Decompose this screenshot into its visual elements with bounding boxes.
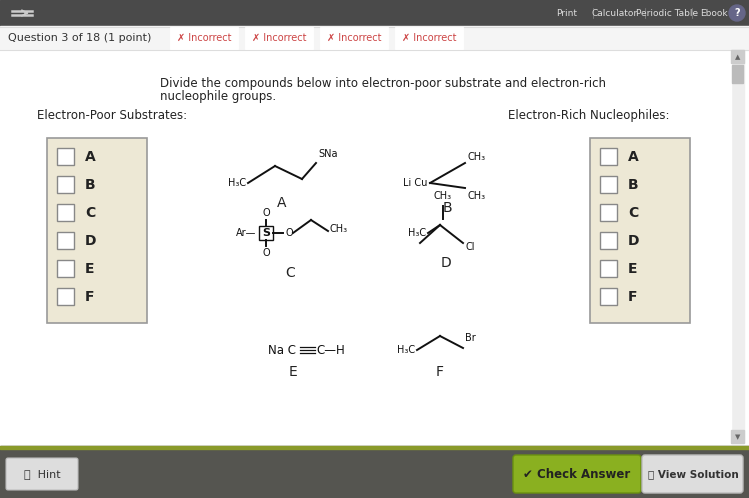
Bar bbox=[320, 27, 388, 49]
Text: ?: ? bbox=[734, 8, 740, 18]
Bar bbox=[732, 65, 743, 83]
Text: Electron-Poor Substrates:: Electron-Poor Substrates: bbox=[37, 109, 187, 122]
Text: A: A bbox=[85, 150, 96, 164]
Text: ✗ Incorrect: ✗ Incorrect bbox=[327, 33, 381, 43]
Text: E: E bbox=[85, 262, 94, 276]
Text: C—H: C—H bbox=[316, 344, 345, 357]
Bar bbox=[57, 148, 74, 165]
Text: D: D bbox=[440, 256, 452, 270]
Bar bbox=[57, 232, 74, 249]
Bar bbox=[600, 232, 617, 249]
Text: B: B bbox=[628, 178, 639, 192]
Bar bbox=[0, 446, 749, 498]
Text: SNa: SNa bbox=[318, 149, 338, 159]
Text: O: O bbox=[285, 228, 293, 238]
Text: A: A bbox=[277, 196, 287, 210]
Text: Calculator: Calculator bbox=[592, 8, 638, 17]
Text: 💡 View Solution: 💡 View Solution bbox=[648, 469, 739, 479]
Text: Periodic Table: Periodic Table bbox=[636, 8, 698, 17]
Text: Print: Print bbox=[557, 8, 577, 17]
Text: C: C bbox=[628, 206, 638, 220]
Text: ▼: ▼ bbox=[735, 434, 740, 440]
Text: A: A bbox=[628, 150, 639, 164]
Bar bbox=[395, 27, 463, 49]
Text: O: O bbox=[262, 248, 270, 258]
Text: CH₃: CH₃ bbox=[467, 191, 485, 201]
Bar bbox=[600, 204, 617, 221]
FancyBboxPatch shape bbox=[6, 458, 78, 490]
Text: F: F bbox=[436, 365, 444, 379]
Text: Br: Br bbox=[465, 333, 476, 343]
Bar bbox=[259, 226, 273, 240]
FancyBboxPatch shape bbox=[642, 455, 743, 493]
Text: ▲: ▲ bbox=[735, 54, 740, 60]
Bar bbox=[57, 176, 74, 193]
Bar bbox=[0, 50, 731, 443]
Text: B: B bbox=[85, 178, 96, 192]
Text: Cl: Cl bbox=[465, 242, 475, 252]
Text: Ebook: Ebook bbox=[700, 8, 728, 17]
Text: ✔ Check Answer: ✔ Check Answer bbox=[524, 468, 631, 481]
Bar bbox=[245, 27, 313, 49]
Bar bbox=[0, 446, 749, 449]
Bar bbox=[0, 0, 749, 26]
Text: Divide the compounds below into electron-poor substrate and electron-rich: Divide the compounds below into electron… bbox=[160, 77, 606, 90]
FancyBboxPatch shape bbox=[513, 455, 641, 493]
Text: D: D bbox=[628, 234, 640, 248]
Text: C: C bbox=[285, 266, 295, 280]
Text: O: O bbox=[262, 208, 270, 218]
Text: ✗ Incorrect: ✗ Incorrect bbox=[177, 33, 231, 43]
Text: H₃C: H₃C bbox=[228, 178, 246, 188]
Text: F: F bbox=[85, 290, 94, 304]
Bar bbox=[731, 430, 744, 443]
Bar bbox=[57, 260, 74, 277]
Bar bbox=[600, 260, 617, 277]
Text: Na C: Na C bbox=[268, 344, 296, 357]
Bar bbox=[731, 50, 744, 443]
Text: H₃C: H₃C bbox=[397, 345, 415, 355]
Text: Li Cu: Li Cu bbox=[403, 178, 427, 188]
Text: H₃C: H₃C bbox=[408, 228, 426, 238]
Text: C: C bbox=[85, 206, 95, 220]
Bar bbox=[57, 204, 74, 221]
Text: ⓘ  Hint: ⓘ Hint bbox=[24, 469, 61, 479]
Text: Question 3 of 18 (1 point): Question 3 of 18 (1 point) bbox=[8, 33, 151, 43]
Text: D: D bbox=[85, 234, 97, 248]
Text: F: F bbox=[628, 290, 637, 304]
Text: B: B bbox=[442, 201, 452, 215]
Bar bbox=[57, 288, 74, 305]
Bar bbox=[731, 50, 744, 63]
Text: nucleophile groups.: nucleophile groups. bbox=[160, 90, 276, 103]
Text: ✗ Incorrect: ✗ Incorrect bbox=[252, 33, 306, 43]
Text: CH₃: CH₃ bbox=[434, 191, 452, 201]
Text: E: E bbox=[288, 365, 297, 379]
Bar bbox=[0, 26, 749, 50]
Text: E: E bbox=[628, 262, 637, 276]
Bar bbox=[600, 176, 617, 193]
Bar bbox=[47, 138, 147, 323]
Text: CH₃: CH₃ bbox=[467, 152, 485, 162]
Text: Ar—: Ar— bbox=[236, 228, 256, 238]
Bar bbox=[590, 138, 690, 323]
Text: S: S bbox=[262, 228, 270, 238]
Text: CH₃: CH₃ bbox=[330, 224, 348, 234]
Bar bbox=[600, 288, 617, 305]
Text: Electron-Rich Nucleophiles:: Electron-Rich Nucleophiles: bbox=[508, 109, 670, 122]
Bar bbox=[600, 148, 617, 165]
Circle shape bbox=[729, 5, 745, 21]
Bar bbox=[170, 27, 238, 49]
Text: ✗ Incorrect: ✗ Incorrect bbox=[402, 33, 456, 43]
